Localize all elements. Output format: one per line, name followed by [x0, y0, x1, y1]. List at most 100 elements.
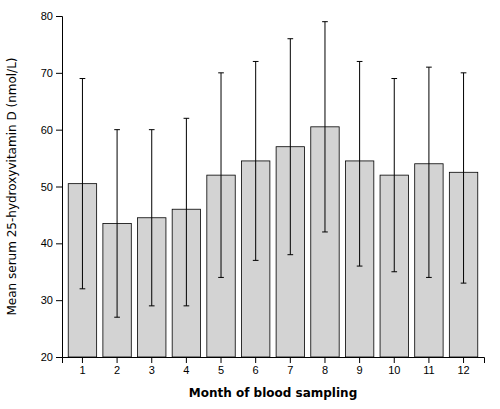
x-tick-mark — [221, 357, 222, 363]
error-whisker — [117, 130, 118, 318]
y-tick-mark — [56, 16, 62, 17]
error-whisker — [82, 79, 83, 289]
error-whisker — [255, 61, 256, 260]
y-tick-mark — [56, 130, 62, 131]
error-cap-lower — [287, 254, 293, 255]
error-bar — [253, 61, 259, 260]
error-cap-upper — [391, 78, 397, 79]
error-bar — [114, 130, 120, 318]
y-tick: 70 — [41, 67, 62, 79]
error-bar — [426, 67, 432, 277]
error-whisker — [324, 22, 325, 232]
x-tick: 9 — [357, 357, 363, 376]
x-tick-mark — [82, 357, 83, 363]
x-tick-mark — [394, 357, 395, 363]
x-axis: 123456789101112 — [63, 357, 485, 376]
y-tick: 50 — [41, 181, 62, 193]
x-tick-label: 12 — [457, 364, 469, 376]
y-axis-line — [56, 17, 63, 358]
x-tick-label: 1 — [79, 364, 85, 376]
y-tick: 20 — [41, 351, 62, 363]
y-tick-label: 80 — [41, 10, 53, 22]
plot: 12345678910111220304050607080 — [41, 10, 485, 376]
x-tick: 2 — [114, 357, 120, 376]
x-tick-label: 9 — [357, 364, 363, 376]
x-tick-mark — [151, 357, 152, 363]
error-bar — [184, 118, 190, 306]
x-tick: 7 — [287, 357, 293, 376]
error-cap-upper — [461, 72, 467, 73]
x-tick: 1 — [79, 357, 85, 376]
x-tick-label: 5 — [218, 364, 224, 376]
y-tick-mark — [56, 300, 62, 301]
x-tick: 10 — [388, 357, 400, 376]
error-cap-lower — [114, 317, 120, 318]
error-bar — [149, 130, 155, 306]
x-axis-title: Month of blood sampling — [189, 386, 357, 400]
error-bar — [461, 73, 467, 283]
error-whisker — [359, 61, 360, 266]
x-tick: 6 — [253, 357, 259, 376]
error-cap-lower — [322, 231, 328, 232]
x-tick-label: 3 — [149, 364, 155, 376]
error-cap-lower — [80, 288, 86, 289]
y-tick-label: 20 — [41, 351, 53, 363]
chart-svg: 12345678910111220304050607080Month of bl… — [0, 0, 500, 409]
error-bar — [357, 61, 363, 266]
x-tick-label: 8 — [322, 364, 328, 376]
y-tick-label: 70 — [41, 67, 53, 79]
error-cap-lower — [461, 283, 467, 284]
error-whisker — [186, 118, 187, 306]
y-tick: 40 — [41, 237, 62, 249]
error-cap-upper — [218, 72, 224, 73]
y-tick: 60 — [41, 124, 62, 136]
y-tick-mark — [56, 357, 62, 358]
error-whisker — [428, 67, 429, 277]
x-tick-label: 2 — [114, 364, 120, 376]
error-whisker — [221, 73, 222, 278]
y-tick-mark — [56, 187, 62, 188]
x-tick-label: 7 — [287, 364, 293, 376]
error-cap-upper — [357, 61, 363, 62]
error-whisker — [394, 79, 395, 272]
x-tick-mark — [117, 357, 118, 363]
error-cap-upper — [426, 67, 432, 68]
error-bar — [218, 73, 224, 278]
y-axis-title: Mean serum 25-hydroxyvitamin D (nmol/L) — [5, 57, 19, 315]
error-bar — [80, 79, 86, 289]
error-bar — [391, 79, 397, 272]
x-tick-mark — [324, 357, 325, 363]
y-tick: 30 — [41, 294, 62, 306]
error-cap-lower — [357, 266, 363, 267]
x-tick-mark — [428, 357, 429, 363]
y-tick-label: 50 — [41, 181, 53, 193]
error-cap-lower — [184, 305, 190, 306]
x-tick-mark — [255, 357, 256, 363]
error-whisker — [151, 130, 152, 306]
x-tick: 11 — [423, 357, 434, 376]
error-cap-upper — [253, 61, 259, 62]
x-tick: 5 — [218, 357, 224, 376]
y-axis: 20 30 40 50 60 70 80 — [41, 10, 63, 363]
marks — [68, 22, 478, 357]
error-cap-lower — [426, 277, 432, 278]
error-cap-upper — [322, 21, 328, 22]
error-bar — [322, 22, 328, 232]
x-tick-mark — [463, 357, 464, 363]
x-tick-label: 11 — [423, 364, 434, 376]
error-whisker — [290, 39, 291, 255]
y-tick-mark — [56, 243, 62, 244]
x-tick-label: 10 — [388, 364, 400, 376]
x-tick-label: 6 — [253, 364, 259, 376]
x-tick: 3 — [149, 357, 155, 376]
error-bar — [287, 39, 293, 255]
y-tick-mark — [56, 73, 62, 74]
x-tick: 4 — [183, 357, 189, 376]
x-tick-label: 4 — [183, 364, 189, 376]
y-tick-label: 30 — [41, 294, 53, 306]
y-tick-label: 60 — [41, 124, 53, 136]
x-tick: 8 — [322, 357, 328, 376]
error-cap-lower — [218, 277, 224, 278]
y-tick: 80 — [41, 10, 62, 22]
x-axis-line — [63, 358, 485, 364]
